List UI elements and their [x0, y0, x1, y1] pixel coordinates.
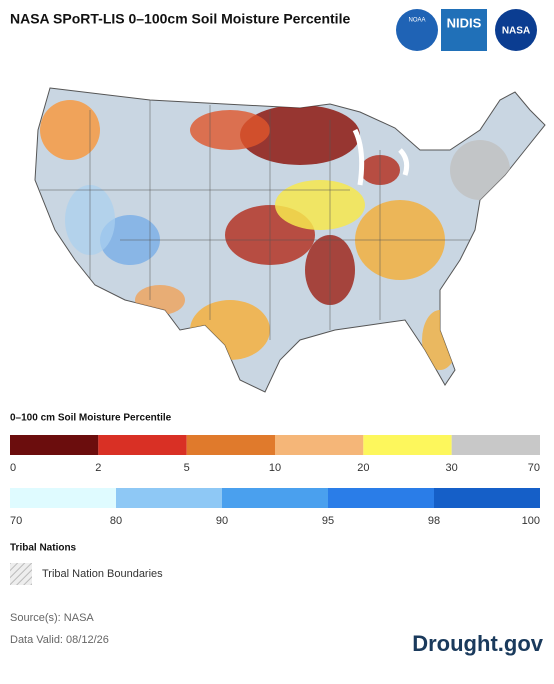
nasa-logo — [495, 9, 537, 51]
legend-swatch — [222, 488, 328, 508]
legend-swatch — [275, 435, 364, 455]
legend-title: 0–100 cm Soil Moisture Percentile — [10, 413, 172, 424]
legend-swatch — [98, 435, 187, 455]
legend-swatch — [451, 435, 540, 455]
map — [34, 87, 546, 393]
legend-tick: 0 — [10, 462, 16, 474]
nidis-text: NIDIS — [447, 15, 482, 30]
nidis-logo — [441, 9, 487, 51]
wet-legend: 70 80 90 95 98 100 — [10, 488, 540, 527]
legend-tick: 80 — [110, 515, 122, 527]
tribal-swatch — [10, 563, 32, 585]
source: Source(s): NASA — [10, 612, 94, 624]
noaa-logo — [396, 9, 438, 51]
legend-tick: 90 — [216, 515, 228, 527]
legend-tick: 5 — [184, 462, 190, 474]
logos: NOAA NIDIS NASA — [396, 9, 537, 51]
legend-tick: 95 — [322, 515, 334, 527]
dry-legend: 0 2 5 10 20 30 70 — [10, 435, 540, 474]
legend-swatch — [116, 488, 222, 508]
brand: Drought.gov — [412, 631, 544, 656]
title: NASA SPoRT-LIS 0–100cm Soil Moisture Per… — [10, 11, 350, 27]
legend-tick: 20 — [357, 462, 369, 474]
legend-tick: 98 — [428, 515, 440, 527]
legend-swatch — [328, 488, 434, 508]
legend-swatch — [186, 435, 275, 455]
noaa-text: NOAA — [408, 18, 425, 24]
tribal-label: Tribal Nation Boundaries — [42, 568, 163, 580]
legend-tick: 70 — [10, 515, 22, 527]
legend-tick: 30 — [446, 462, 458, 474]
date: Data Valid: 08/12/26 — [10, 634, 109, 646]
legend-swatch — [363, 435, 452, 455]
legend-swatch — [10, 435, 99, 455]
legend-swatch — [434, 488, 540, 508]
legend-tick: 100 — [522, 515, 540, 527]
legend-tick: 2 — [95, 462, 101, 474]
tribal-title: Tribal Nations — [10, 543, 77, 554]
nasa-text: NASA — [502, 26, 530, 37]
legend-tick: 70 — [528, 462, 540, 474]
legend-swatch — [10, 488, 116, 508]
legend-tick: 10 — [269, 462, 281, 474]
